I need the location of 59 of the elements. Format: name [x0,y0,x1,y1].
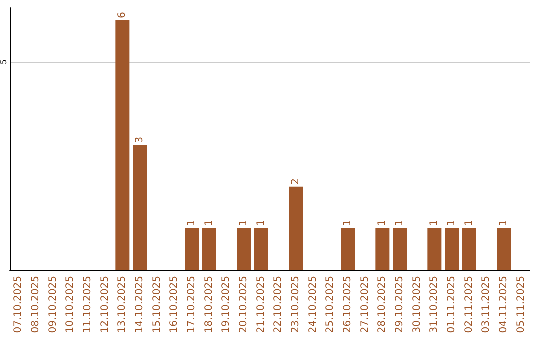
x-tick-label: 08.10.2025 [30,276,42,334]
bar [133,145,147,270]
x-tick-label: 27.10.2025 [360,276,371,334]
x-tick-label: 04.11.2025 [498,276,510,334]
x-tick-label: 29.10.2025 [394,276,406,334]
x-tick-label: 23.10.2025 [290,276,302,334]
x-tick-label: 28.10.2025 [377,276,388,334]
x-tick-label: 05.11.2025 [516,276,527,334]
x-tick-label: 16.10.2025 [169,276,180,334]
x-tick-label: 03.11.2025 [481,276,492,334]
x-tick-label: 11.10.2025 [82,276,94,334]
bar [185,228,199,270]
data-label: 1 [464,220,475,226]
x-tick-label: 10.10.2025 [65,276,76,334]
x-tick-label: 25.10.2025 [325,276,336,334]
x-tick-label: 09.10.2025 [48,276,59,334]
x-tick-label: 21.10.2025 [256,276,267,334]
bar [341,228,355,270]
bar [254,228,268,270]
bar [497,228,511,270]
x-tick-label: 18.10.2025 [204,276,215,334]
data-label: 1 [204,220,215,226]
bar [289,186,303,270]
data-label: 2 [290,178,302,185]
data-label: 1 [256,220,267,226]
data-label: 1 [186,220,198,226]
x-tick-label: 22.10.2025 [273,276,284,334]
x-tick-label: 19.10.2025 [221,276,232,334]
x-tick-label: 15.10.2025 [152,276,163,334]
data-label: 1 [238,220,250,226]
bar [202,228,216,270]
x-tick-label: 01.11.2025 [446,276,458,334]
data-label: 3 [134,136,146,144]
data-label: 1 [498,220,510,226]
data-label: 1 [342,220,354,226]
bar [376,228,390,270]
data-label: 1 [377,220,388,226]
bar [237,228,251,270]
bar [116,20,130,270]
x-tick-label: 26.10.2025 [342,276,354,334]
data-label: 6 [117,12,128,18]
x-tick-label: 12.10.2025 [100,276,111,334]
bar [445,228,459,270]
y-tick-label: 5 [0,60,8,65]
x-tick-label: 24.10.2025 [308,276,319,334]
bar [393,228,407,270]
data-label: 1 [446,220,458,226]
x-tick-label: 20.10.2025 [238,276,250,334]
x-tick-label: 17.10.2025 [186,276,198,334]
data-label: 1 [394,220,406,226]
x-tick-label: 13.10.2025 [117,276,128,334]
x-tick-label: 14.10.2025 [134,276,146,334]
bar [428,228,442,270]
bar [462,228,476,270]
x-tick-label: 02.11.2025 [464,276,475,334]
data-label: 1 [429,220,440,226]
x-tick-label: 30.10.2025 [412,276,423,334]
x-tick-label: 07.10.2025 [13,276,24,334]
x-tick-label: 31.10.2025 [429,276,440,334]
